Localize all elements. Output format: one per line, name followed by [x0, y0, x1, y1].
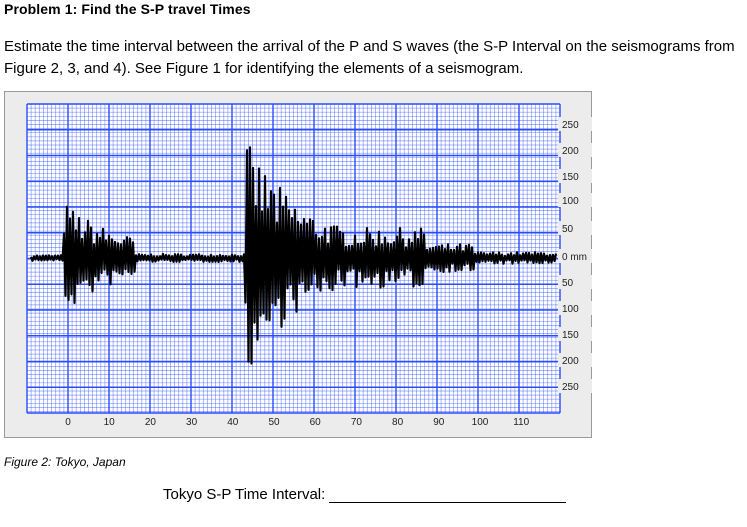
time-label: 10 [104, 417, 116, 428]
amplitude-label-bg [558, 327, 592, 341]
amplitude-label: 250 [562, 120, 579, 131]
amplitude-label: 50 [562, 224, 574, 235]
amplitude-label: 50 [562, 278, 574, 289]
problem-heading: Problem 1: Find the S-P travel Times [4, 1, 251, 17]
time-label: 60 [310, 417, 322, 428]
time-label: 20 [145, 417, 157, 428]
time-label: 70 [351, 417, 363, 428]
seismogram-graphic: 250 200 150 100 50 0 mm 50 100 150 200 250 0 10 20 30… [26, 103, 592, 428]
time-label: 90 [433, 417, 445, 428]
amplitude-label: 0 mm [562, 252, 587, 263]
seismogram-figure: 250 200 150 100 50 0 mm 50 100 150 200 250 0 10 20 30… [4, 91, 592, 438]
seismogram-trace [29, 146, 558, 365]
amplitude-label-bg [558, 169, 592, 183]
amplitude-label-bg [558, 117, 592, 131]
figure-caption: Figure 2: Tokyo, Japan [4, 455, 126, 469]
time-label: 30 [186, 417, 198, 428]
instructions-text: Estimate the time interval between the a… [4, 38, 735, 77]
answer-blank[interactable] [329, 486, 567, 503]
time-label: 0 [65, 417, 71, 428]
amplitude-label: 150 [562, 172, 579, 183]
amplitude-label-bg [558, 143, 592, 157]
amplitude-label: 200 [562, 356, 579, 367]
amplitude-label: 250 [562, 382, 579, 393]
time-label: 80 [392, 417, 404, 428]
amplitude-label-bg [558, 353, 592, 367]
amplitude-label-bg [558, 275, 592, 289]
time-label: 110 [513, 417, 529, 428]
amplitude-label: 100 [562, 196, 579, 207]
time-label: 100 [472, 417, 489, 428]
amplitude-label: 100 [562, 304, 579, 315]
time-label: 50 [268, 417, 280, 428]
amplitude-label-bg [558, 301, 592, 315]
amplitude-label-bg [558, 249, 592, 263]
amplitude-label-bg [558, 221, 592, 235]
amplitude-label-bg [558, 193, 592, 207]
amplitude-label: 150 [562, 330, 579, 341]
answer-row: Tokyo S-P Time Interval: [163, 486, 567, 503]
amplitude-label-bg [558, 379, 592, 393]
answer-label: Tokyo S-P Time Interval: [163, 486, 326, 503]
time-label: 40 [227, 417, 239, 428]
amplitude-label: 200 [562, 146, 579, 157]
